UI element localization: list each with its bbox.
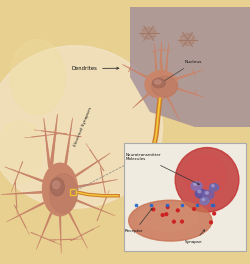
Bar <box>135 204 137 206</box>
Text: Nucleus: Nucleus <box>165 60 202 81</box>
Ellipse shape <box>191 182 202 190</box>
Text: Receptor: Receptor <box>125 208 152 233</box>
Ellipse shape <box>50 178 64 196</box>
Bar <box>212 204 214 206</box>
Ellipse shape <box>152 78 165 88</box>
Ellipse shape <box>42 163 78 216</box>
Ellipse shape <box>183 154 226 197</box>
Polygon shape <box>130 7 250 127</box>
Ellipse shape <box>152 76 178 97</box>
Ellipse shape <box>210 184 218 191</box>
Ellipse shape <box>202 199 205 200</box>
FancyBboxPatch shape <box>124 143 246 251</box>
Ellipse shape <box>212 185 214 187</box>
Ellipse shape <box>200 197 209 205</box>
Ellipse shape <box>50 174 78 213</box>
Circle shape <box>161 214 164 216</box>
Circle shape <box>213 212 216 215</box>
Circle shape <box>193 208 196 210</box>
Ellipse shape <box>175 148 239 212</box>
Ellipse shape <box>137 205 198 231</box>
Ellipse shape <box>203 190 214 199</box>
Ellipse shape <box>129 200 212 241</box>
Ellipse shape <box>154 80 161 84</box>
Circle shape <box>166 206 169 209</box>
Ellipse shape <box>53 181 60 189</box>
Text: Neurotransmitter
Molecules: Neurotransmitter Molecules <box>126 153 199 185</box>
Ellipse shape <box>141 27 156 39</box>
Ellipse shape <box>0 46 162 208</box>
Circle shape <box>172 220 175 223</box>
Ellipse shape <box>195 189 206 198</box>
Polygon shape <box>0 7 250 257</box>
Ellipse shape <box>198 190 201 193</box>
Text: Synapse: Synapse <box>185 230 205 244</box>
Text: Dendrites: Dendrites <box>71 66 119 71</box>
Circle shape <box>165 213 168 216</box>
Circle shape <box>210 221 212 224</box>
Circle shape <box>152 208 155 211</box>
Ellipse shape <box>145 71 178 98</box>
Ellipse shape <box>180 34 195 45</box>
Text: Axon: Axon <box>150 150 187 155</box>
Bar <box>150 204 152 206</box>
Bar <box>70 189 76 195</box>
Bar <box>196 204 198 206</box>
Circle shape <box>181 220 184 223</box>
Circle shape <box>176 209 179 212</box>
Ellipse shape <box>0 121 42 183</box>
Text: Electrical Synapses: Electrical Synapses <box>74 106 93 147</box>
Bar <box>181 204 183 206</box>
Ellipse shape <box>10 40 65 115</box>
Ellipse shape <box>206 192 208 194</box>
Bar <box>166 204 168 206</box>
Ellipse shape <box>194 183 197 185</box>
